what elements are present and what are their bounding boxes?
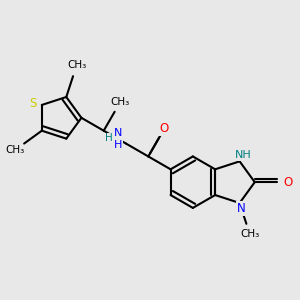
Text: N: N [236, 202, 245, 215]
Text: H: H [105, 134, 113, 143]
Text: CH₃: CH₃ [240, 229, 259, 238]
Text: S: S [29, 97, 37, 110]
Text: CH₃: CH₃ [111, 97, 130, 107]
Text: N
H: N H [114, 128, 122, 150]
Text: O: O [160, 122, 169, 135]
Text: O: O [284, 176, 293, 189]
Text: NH: NH [235, 150, 252, 160]
Text: CH₃: CH₃ [5, 146, 24, 155]
Text: CH₃: CH₃ [67, 60, 86, 70]
